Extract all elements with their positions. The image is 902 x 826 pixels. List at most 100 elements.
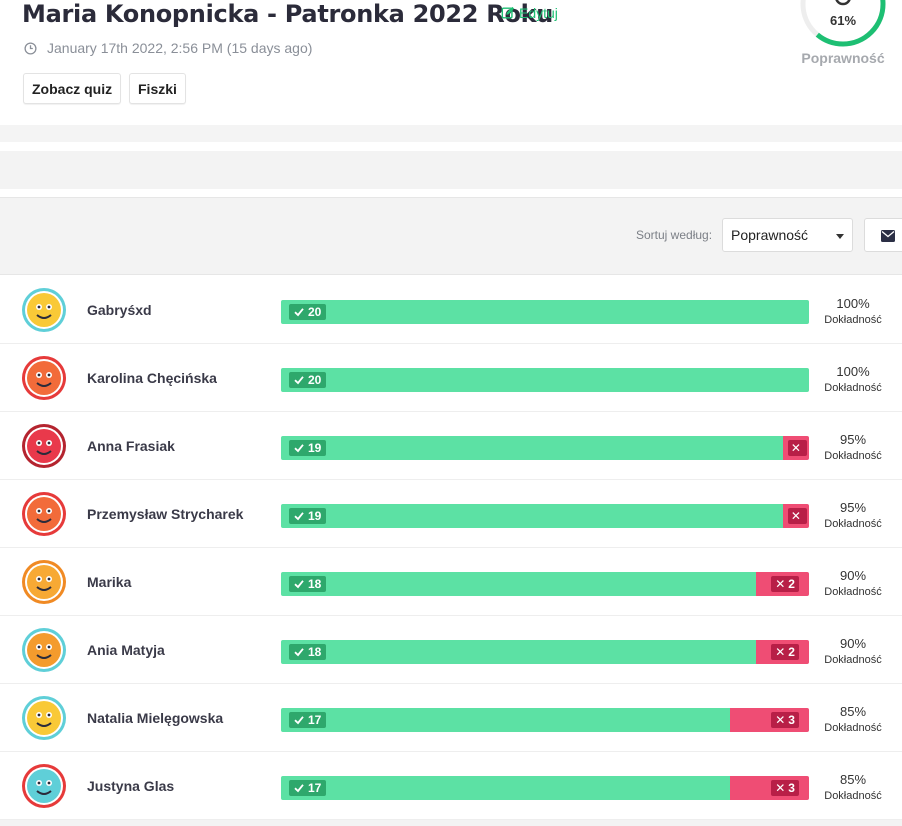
- view-quiz-button[interactable]: Zobacz quiz: [23, 73, 122, 104]
- check-icon: [294, 376, 304, 385]
- correct-segment: 19: [281, 436, 783, 460]
- correct-badge: 19: [289, 440, 327, 456]
- score-bar: 17 ✕ 3: [281, 776, 809, 800]
- accuracy-value: 61%: [829, 13, 857, 28]
- check-icon: [294, 716, 304, 725]
- cat-avatar-icon: [22, 628, 66, 672]
- accuracy-percent: 95%: [839, 500, 867, 515]
- player-row[interactable]: Karolina Chęcińska 20 100% Dokładność: [0, 344, 902, 412]
- correct-segment: 18: [281, 640, 757, 664]
- score-bar: 18 ✕ 2: [281, 640, 809, 664]
- correct-count: 19: [308, 509, 322, 523]
- incorrect-count: 3: [788, 781, 795, 795]
- correct-badge: 20: [289, 372, 327, 388]
- accuracy-caption: Dokładność: [824, 790, 882, 802]
- accuracy-percent: 90%: [839, 568, 867, 583]
- accuracy-percent: 100%: [836, 364, 870, 379]
- edit-icon: [501, 6, 515, 19]
- player-row[interactable]: Natalia Mielęgowska 17 ✕ 3 85% Dokładność: [0, 684, 902, 752]
- guitar-avatar-icon: [22, 560, 66, 604]
- score-bar: 20: [281, 300, 809, 324]
- accuracy-percent: 85%: [839, 772, 867, 787]
- incorrect-badge: ✕: [787, 440, 807, 456]
- correct-segment: 20: [281, 368, 809, 392]
- date-text: January 17th 2022, 2:56 PM (15 days ago): [47, 40, 313, 56]
- rainbow-avatar-icon: [22, 288, 66, 332]
- accuracy-caption: Dokładność: [824, 450, 882, 462]
- accuracy-caption: Dokładność: [824, 722, 882, 734]
- correct-count: 19: [308, 441, 322, 455]
- player-row[interactable]: Ania Matyja 18 ✕ 2 90% Dokładność: [0, 616, 902, 684]
- correct-segment: 18: [281, 572, 757, 596]
- results-list: Gabryśxd 20 100% Dokładność Karolina Chęcińs…: [0, 276, 902, 820]
- x-icon: ✕: [775, 781, 786, 795]
- x-icon: ✕: [775, 713, 786, 727]
- incorrect-segment: ✕ 3: [729, 776, 809, 800]
- incorrect-badge: ✕ 3: [771, 712, 799, 728]
- incorrect-count: 2: [788, 645, 795, 659]
- dinosaur-avatar-icon: [22, 492, 66, 536]
- incorrect-badge: ✕ 2: [771, 576, 799, 592]
- correct-badge: 17: [289, 712, 327, 728]
- accuracy-ring: [800, 0, 886, 47]
- player-name: Justyna Glas: [87, 778, 175, 794]
- accuracy-label: Poprawność: [801, 50, 885, 66]
- player-name: Karolina Chęcińska: [87, 370, 217, 386]
- check-icon: [294, 444, 304, 453]
- score-bar: 17 ✕ 3: [281, 708, 809, 732]
- correct-badge: 20: [289, 304, 327, 320]
- player-name: Natalia Mielęgowska: [87, 710, 224, 726]
- correct-segment: 20: [281, 300, 809, 324]
- player-row[interactable]: Przemysław Strycharek 19 ✕ 95% Dokładność: [0, 480, 902, 548]
- incorrect-segment: ✕ 3: [729, 708, 809, 732]
- check-icon: [294, 512, 304, 521]
- incorrect-count: 3: [788, 713, 795, 727]
- edit-link[interactable]: Edytuj: [501, 5, 558, 21]
- sort-value: Poprawność: [731, 227, 809, 243]
- correct-badge: 17: [289, 780, 327, 796]
- correct-badge: 18: [289, 644, 327, 660]
- quiz-date: January 17th 2022, 2:56 PM (15 days ago): [24, 40, 312, 56]
- player-row[interactable]: Anna Frasiak 19 ✕ 95% Dokładność: [0, 412, 902, 480]
- correct-badge: 19: [289, 508, 327, 524]
- accuracy-caption: Dokładność: [824, 586, 882, 598]
- check-icon: [294, 784, 304, 793]
- accuracy-caption: Dokładność: [824, 382, 882, 394]
- accuracy-caption: Dokładność: [824, 654, 882, 666]
- correct-count: 17: [308, 713, 322, 727]
- sort-select[interactable]: Poprawność: [722, 218, 853, 252]
- score-bar: 20: [281, 368, 809, 392]
- accuracy-caption: Dokładność: [824, 518, 882, 530]
- envelope-icon: [881, 230, 895, 242]
- score-bar: 19 ✕: [281, 436, 809, 460]
- check-icon: [294, 308, 304, 317]
- quiz-header: Maria Konopnicka - Patronka 2022 Roku Ed…: [0, 0, 902, 125]
- section-divider: [0, 125, 902, 142]
- incorrect-badge: ✕ 3: [771, 780, 799, 796]
- clock-icon: [24, 41, 37, 55]
- correct-count: 18: [308, 645, 322, 659]
- player-name: Gabryśxd: [87, 302, 152, 318]
- player-name: Przemysław Strycharek: [87, 506, 244, 522]
- flashcards-button[interactable]: Fiszki: [129, 73, 186, 104]
- score-bar: 19 ✕: [281, 504, 809, 528]
- x-icon: ✕: [775, 645, 786, 659]
- accuracy-percent: 95%: [839, 432, 867, 447]
- accuracy-percent: 85%: [839, 704, 867, 719]
- player-row[interactable]: Marika 18 ✕ 2 90% Dokładność: [0, 548, 902, 616]
- correct-segment: 17: [281, 776, 730, 800]
- send-email-button[interactable]: [864, 218, 902, 252]
- page-title: Maria Konopnicka - Patronka 2022 Roku: [22, 0, 554, 28]
- sort-label: Sortuj według:: [636, 228, 713, 242]
- incorrect-badge: ✕ 2: [771, 644, 799, 660]
- player-name: Ania Matyja: [87, 642, 165, 658]
- accuracy-percent: 100%: [836, 296, 870, 311]
- zombie-avatar-icon: [22, 424, 66, 468]
- x-icon: ✕: [790, 509, 801, 523]
- player-row[interactable]: Gabryśxd 20 100% Dokładność: [0, 276, 902, 344]
- bottom-divider: [0, 820, 902, 826]
- accuracy-caption: Dokładność: [824, 314, 882, 326]
- section-band: [0, 151, 902, 189]
- player-row[interactable]: Justyna Glas 17 ✕ 3 85% Dokładność: [0, 752, 902, 820]
- incorrect-count: 2: [788, 577, 795, 591]
